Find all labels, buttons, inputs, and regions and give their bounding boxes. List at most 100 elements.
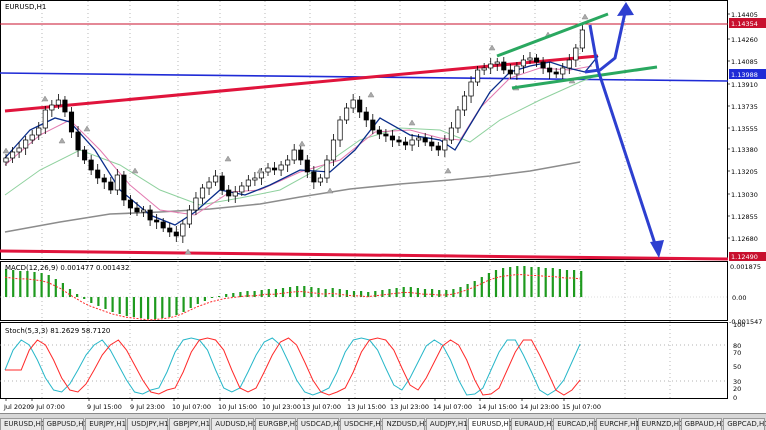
chart-tab[interactable]: EURUSD,H1 [467,418,513,430]
low-badge-bg [729,252,766,261]
macd-tick-zero: 0.00 [732,294,746,302]
bull-candle [232,191,238,197]
bear-candle [357,99,363,113]
red-trendline[interactable] [4,54,599,113]
macd-bar [68,289,72,297]
stoch-tick: 100 [733,321,745,329]
red-support-line[interactable] [0,249,729,261]
bull-candle [442,139,448,151]
macd-bar [509,267,512,297]
macd-bar [281,288,285,297]
chart-tab[interactable]: NZDUSD,H1 [382,418,429,430]
bull-candle [448,127,454,141]
chart-tab[interactable]: EURNZD,H1 [637,418,683,430]
forecast-arrows[interactable] [584,2,664,258]
time-tick: 14 Jul 15:00 [478,403,517,411]
macd-bar [310,287,313,297]
macd-bar [97,297,100,306]
bear-candle [219,175,225,191]
bull-candle [324,159,330,179]
stoch-tick: 50 [733,363,741,371]
chart-tab-bar: EURUSD,H1 GBPUSD,H1 EURJPY,H1 USDJPY,H1 GBPJ… [0,413,766,430]
macd-bar [147,297,150,319]
price-tick: 1.12855 [731,213,758,221]
macd-bar [33,272,36,297]
fractal-arrow [58,137,66,144]
chart-tab[interactable]: GBPAUD,H1 [680,418,726,430]
chart-tab[interactable]: USDCAD,H1 [296,418,343,430]
macd-bar [487,273,490,297]
bull-candle [252,177,258,181]
bull-candle [239,185,245,193]
chart-tab[interactable]: EURCAD,H1 [553,418,598,430]
fractal-markers [2,13,589,255]
fractal-arrow [41,95,49,102]
macd-bar [175,297,178,315]
channel-lower-line[interactable] [511,65,658,90]
bear-candle [435,145,441,151]
bull-candle [468,81,474,97]
macd-bar [47,275,50,297]
time-tick: 10 Jul 07:00 [172,403,211,411]
chart-tab[interactable]: AUDJPY,H1 [425,418,468,430]
bear-candle [167,227,173,233]
stoch-levels [0,344,728,382]
bid-badge: 1.14354 [731,20,758,28]
bear-candle [75,131,81,151]
chart-tab[interactable]: EURAUD,H1 [510,418,556,430]
bear-candle [101,177,107,183]
macd-bar [544,268,547,297]
bear-candle [108,181,114,191]
bull-candle [514,65,520,75]
time-tick: 13 Jul 07:00 [302,403,341,411]
chart-tab[interactable]: GBPUSD,H1 [42,418,88,430]
bull-candle [36,127,42,136]
macd-tick-bottom: -0.001547 [729,318,762,326]
time-tick: 9 Jul 07:00 [30,403,65,411]
bull-candle [337,119,343,141]
ma-magenta [4,65,593,216]
bear-candle [298,149,304,161]
time-tick: 14 Jul 07:00 [433,403,472,411]
chart-tab[interactable]: EURJPY,H1 [85,418,127,430]
channel-upper-line[interactable] [496,12,609,58]
chart-tab[interactable]: EURCHF,H1 [595,418,640,430]
chart-tab[interactable]: GBPJPY,H1 [169,418,211,430]
macd-bar [516,266,519,297]
macd-bar [580,271,583,297]
chart-tab[interactable]: EURGBP,H1 [254,418,299,430]
bull-candle [42,109,48,129]
stoch-signal-line [5,337,581,396]
bear-candle [389,135,396,141]
macd-bar [139,297,143,318]
chart-tab[interactable]: USDJPY,H1 [127,418,169,430]
chart-area[interactable]: 1.14405 1.14260 1.14085 1.13910 1.13735 1.135… [0,0,766,413]
chart-tab[interactable]: GBPCAD,H1 [723,418,766,430]
bull-candle [527,57,533,61]
time-tick: 15 Jul 07:00 [562,403,601,411]
price-tick: 1.14405 [731,11,758,19]
macd-bar [26,271,29,297]
macd-bar [253,291,256,297]
macd-bar [76,294,79,297]
macd-bar [416,288,419,297]
fractal-arrow [408,119,416,126]
time-axis: Jul 2020 9 Jul 07:00 9 Jul 15:00 9 Jul 23:0… [3,398,601,411]
macd-tick-top: 0.001875 [730,263,761,271]
bull-candle [29,134,35,141]
fractal-arrow [444,167,452,174]
macd-bar [466,284,469,297]
fractal-arrow [83,125,91,132]
bull-candle [566,59,572,69]
macd-bar [118,297,121,314]
bull-candle [461,95,468,111]
bull-candle [416,137,422,141]
bear-candle [173,231,179,237]
time-tick: 10 Jul 23:00 [262,403,301,411]
chart-tab[interactable]: AUDUSD,H1 [211,418,258,430]
fractal-arrow [224,155,232,162]
bear-candle [507,69,513,75]
macd-bar [154,297,157,319]
chart-tab[interactable]: EURUSD,H1 [0,418,45,430]
chart-tab[interactable]: USDCHF,H1 [340,418,385,430]
